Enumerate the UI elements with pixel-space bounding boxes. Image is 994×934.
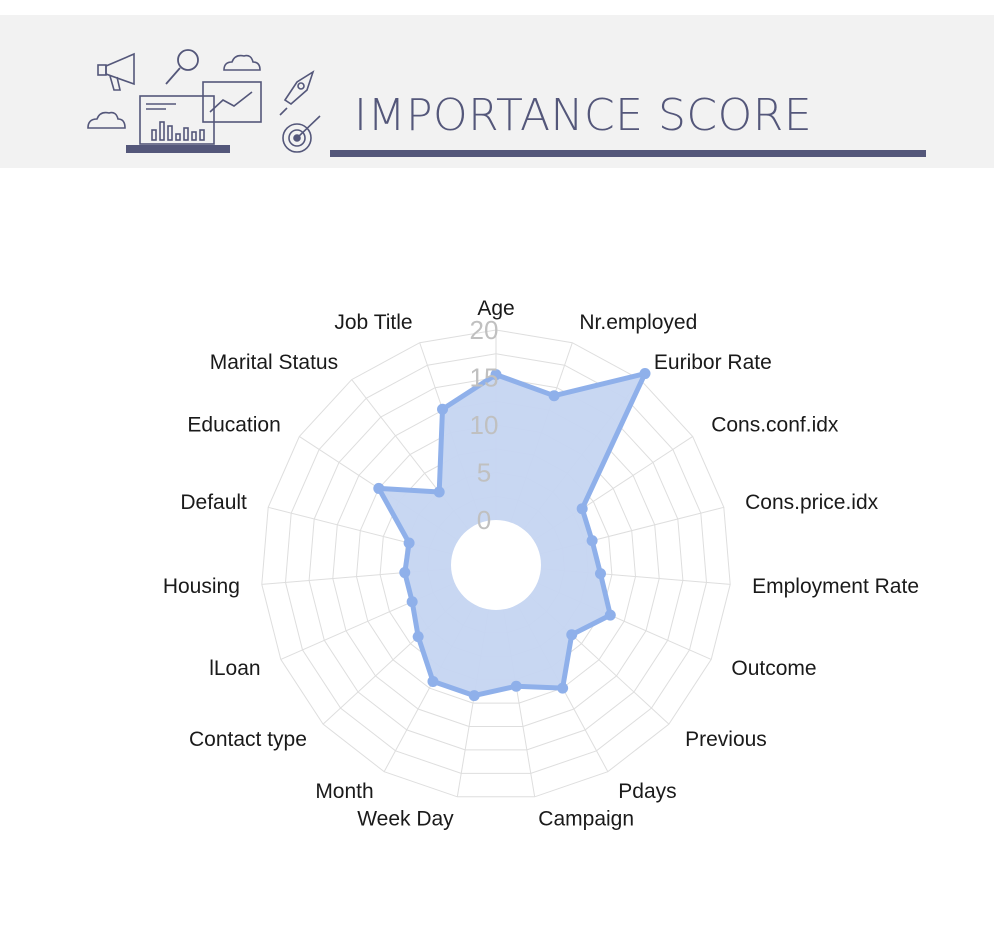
category-label: Campaign <box>538 808 634 831</box>
grid-ring <box>284 353 708 774</box>
category-label: Euribor Rate <box>654 351 772 374</box>
category-label: Outcome <box>731 657 816 680</box>
data-point <box>548 390 560 402</box>
category-label: Nr.employed <box>579 311 697 334</box>
cloud-icon <box>223 54 261 71</box>
data-point <box>403 537 415 549</box>
data-point <box>427 675 439 687</box>
category-label: Previous <box>685 728 767 751</box>
category-label: Education <box>187 413 280 436</box>
data-point <box>406 596 418 608</box>
data-point <box>399 567 411 579</box>
category-label: Employment Rate <box>752 575 919 598</box>
radial-tick-label: 10 <box>470 410 499 440</box>
data-point <box>468 690 480 702</box>
megaphone-icon <box>97 52 135 91</box>
data-point <box>490 369 502 381</box>
category-label: Cons.conf.idx <box>711 413 839 436</box>
category-label: Marital Status <box>210 351 338 374</box>
category-label: Age <box>477 297 514 320</box>
data-point <box>604 609 616 621</box>
category-label: Default <box>180 491 247 514</box>
page-title: IMPORTANCE SCORE <box>354 90 813 141</box>
magnifier-icon <box>165 49 199 85</box>
laptop-chart-icon <box>139 81 262 145</box>
grid-ring <box>308 376 684 751</box>
header-band <box>0 15 994 168</box>
title-underline <box>330 150 926 157</box>
rocket-icon <box>279 70 315 116</box>
category-label: Housing <box>163 575 240 598</box>
radial-tick-label: 5 <box>477 458 491 488</box>
header-illustration <box>87 49 321 153</box>
grid-ring <box>261 329 731 798</box>
data-point <box>566 629 578 641</box>
category-label: Month <box>315 780 373 803</box>
grid-ring <box>332 400 660 727</box>
data-point <box>433 486 445 498</box>
data-point <box>639 368 651 380</box>
radial-tick-label: 15 <box>470 363 499 393</box>
cloud-icon <box>87 111 126 129</box>
radial-tick-label: 20 <box>470 315 499 345</box>
category-label: Week Day <box>357 808 454 831</box>
category-label: Cons.price.idx <box>745 491 879 514</box>
grid-ring <box>355 424 637 704</box>
data-point <box>510 680 522 692</box>
data-point <box>586 535 598 547</box>
data-point <box>412 631 424 643</box>
data-point <box>557 682 569 694</box>
center-hole <box>451 520 541 610</box>
category-label: Pdays <box>618 780 676 803</box>
data-point <box>437 403 449 415</box>
radial-tick-label: 0 <box>477 505 491 535</box>
category-label: Contact type <box>189 728 307 751</box>
category-label: Job Title <box>334 311 412 334</box>
data-point <box>576 503 588 515</box>
data-point <box>594 568 606 580</box>
target-icon <box>282 115 321 153</box>
category-label: lLoan <box>209 657 260 680</box>
laptop-base <box>126 145 230 153</box>
data-point <box>373 482 385 494</box>
